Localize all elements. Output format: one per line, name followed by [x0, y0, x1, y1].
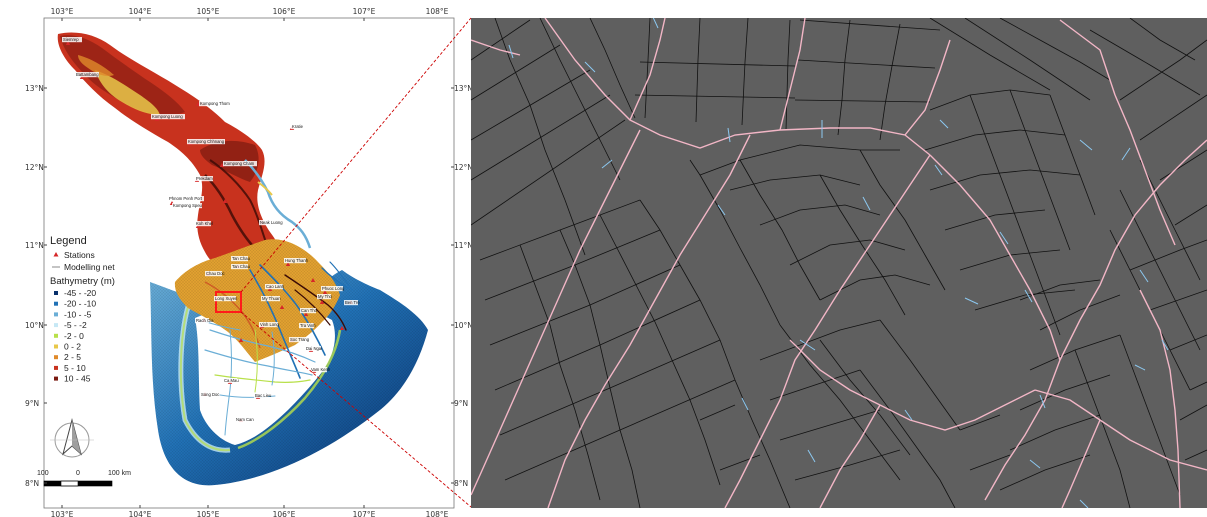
bathymetry-swatch	[54, 312, 58, 317]
lat-tick-left: 9°N	[25, 399, 39, 408]
place-label: Siemrep	[63, 37, 79, 42]
river-network	[471, 18, 1207, 508]
place-label: Vinh Long	[260, 322, 279, 327]
lon-tick-bottom: 107°E	[353, 510, 376, 517]
lon-tick-bottom: 106°E	[273, 510, 296, 517]
place-labels: Siemrep Battambang Kompong Thom Kompong …	[62, 37, 360, 423]
lon-tick-bottom: 108°E	[426, 510, 449, 517]
lon-tick-top: 105°E	[197, 7, 220, 16]
lat-tick-right: 9°N	[454, 399, 468, 408]
scale-label-left: 100	[37, 470, 49, 477]
place-label: Phnom Penh Port	[169, 196, 203, 201]
bathymetry-swatch	[54, 365, 58, 370]
bathymetry-swatch	[54, 344, 58, 349]
scale-label-right: 100 km	[108, 470, 131, 477]
bathymetry-swatch	[54, 333, 58, 338]
lon-tick-top: 103°E	[51, 7, 74, 16]
place-label: Neak Luong	[260, 220, 283, 225]
bathymetry-swatch	[54, 376, 58, 381]
place-label: Ca Mau	[224, 378, 239, 383]
place-label: Kompong Luong	[152, 114, 183, 119]
bathymetry-swatch	[54, 301, 58, 306]
lat-tick-left: 11°N	[25, 241, 44, 250]
lat-tick-right: 10°N	[454, 321, 473, 330]
place-label: Kratie	[292, 124, 304, 129]
lat-tick-right: 12°N	[454, 163, 473, 172]
legend: Legend Stations Modelling net Bathymetry…	[50, 235, 115, 384]
bathymetry-class-label: 10 - 45	[64, 374, 91, 384]
bathymetry-class-label: -5 - -2	[64, 320, 87, 330]
lat-tick-left: 8°N	[25, 479, 39, 488]
lon-tick-top: 104°E	[129, 7, 152, 16]
place-label: Kompong Thom	[200, 101, 230, 106]
lat-tick-right: 11°N	[454, 241, 473, 250]
lon-tick-top: 106°E	[273, 7, 296, 16]
lon-tick-bottom: 105°E	[197, 510, 220, 517]
place-label: Rach Gia	[196, 318, 214, 323]
zoom-panel	[471, 18, 1207, 508]
station-legend-icon	[53, 252, 59, 257]
lat-tick-left: 10°N	[25, 321, 44, 330]
legend-net-label: Modelling net	[64, 262, 115, 272]
place-label: Bac Lieu	[255, 393, 272, 398]
place-label: Song Doc	[201, 392, 219, 397]
place-label: Soc Trang	[290, 337, 310, 342]
place-label: Long Xuyen	[215, 296, 238, 301]
lon-tick-top: 108°E	[426, 7, 449, 16]
mekong-upper-river	[244, 159, 312, 249]
place-label: My Tho	[318, 294, 333, 299]
place-label: Tan Chau	[232, 256, 251, 261]
north-arrow-icon	[50, 418, 94, 458]
place-label: Dai Ngai	[306, 346, 322, 351]
bathymetry-title: Bathymetry (m)	[50, 276, 115, 287]
zoom-box	[215, 291, 242, 313]
lon-ticks: 103°E 103°E 104°E 104°E 105°E 105°E 106°…	[51, 7, 449, 517]
place-label: Kompong Speu	[173, 203, 203, 208]
place-label: Kompong Chhnang	[188, 139, 225, 144]
bathymetry-class-label: 5 - 10	[64, 363, 86, 373]
place-label: Phuoc Long	[322, 286, 345, 291]
place-label: Nam Can	[236, 417, 254, 422]
scale-label-mid: 0	[76, 470, 80, 477]
bathymetry-classes: -45 - -20-20 - -10-10 - -5-5 - -2-2 - 00…	[54, 288, 96, 384]
bathymetry-class-label: -20 - -10	[64, 299, 96, 309]
bathymetry-swatch	[54, 323, 58, 328]
legend-title: Legend	[50, 235, 87, 247]
bathymetry-swatch	[54, 355, 58, 360]
bathymetry-class-label: 0 - 2	[64, 342, 81, 352]
place-label: Battambang	[76, 72, 99, 77]
place-label: Hung Thanh	[285, 258, 309, 263]
place-label: Chau Doc	[206, 271, 225, 276]
place-label: Prekdam	[196, 176, 213, 181]
bathymetry-swatch	[54, 291, 58, 295]
cross-sections	[508, 18, 1169, 508]
place-label: Tan Chau	[232, 264, 251, 269]
overview-map: Siemrep Battambang Kompong Thom Kompong …	[25, 7, 473, 517]
legend-stations-label: Stations	[64, 250, 95, 260]
place-label: Tra Vinh	[300, 323, 316, 328]
place-label: Kompong Cham	[224, 161, 255, 166]
bathymetry-class-label: 2 - 5	[64, 352, 81, 362]
lat-tick-right: 13°N	[454, 84, 473, 93]
place-label: Vam Kenh	[311, 367, 331, 372]
lon-tick-top: 107°E	[353, 7, 376, 16]
place-label: Cao Lanh	[266, 284, 285, 289]
lat-ticks: 13°N 13°N 12°N 12°N 11°N 11°N 10°N 10°N …	[25, 84, 473, 488]
lon-tick-bottom: 103°E	[51, 510, 74, 517]
lat-tick-left: 13°N	[25, 84, 44, 93]
lat-tick-right: 8°N	[454, 479, 468, 488]
delta-land	[195, 309, 335, 445]
bathymetry-class-label: -45 - -20	[64, 288, 96, 298]
bathymetry-class-label: -10 - -5	[64, 309, 92, 319]
delta-rivers	[199, 261, 353, 436]
zoom-connectors	[240, 17, 472, 508]
place-label: My Thuan	[262, 296, 281, 301]
place-label: Ben Tre	[345, 300, 360, 305]
place-label: Koh Khel	[196, 221, 213, 226]
place-label: Can Tho	[301, 308, 318, 313]
lon-tick-bottom: 104°E	[129, 510, 152, 517]
lat-tick-left: 12°N	[25, 163, 44, 172]
bathymetry-class-label: -2 - 0	[64, 331, 84, 341]
